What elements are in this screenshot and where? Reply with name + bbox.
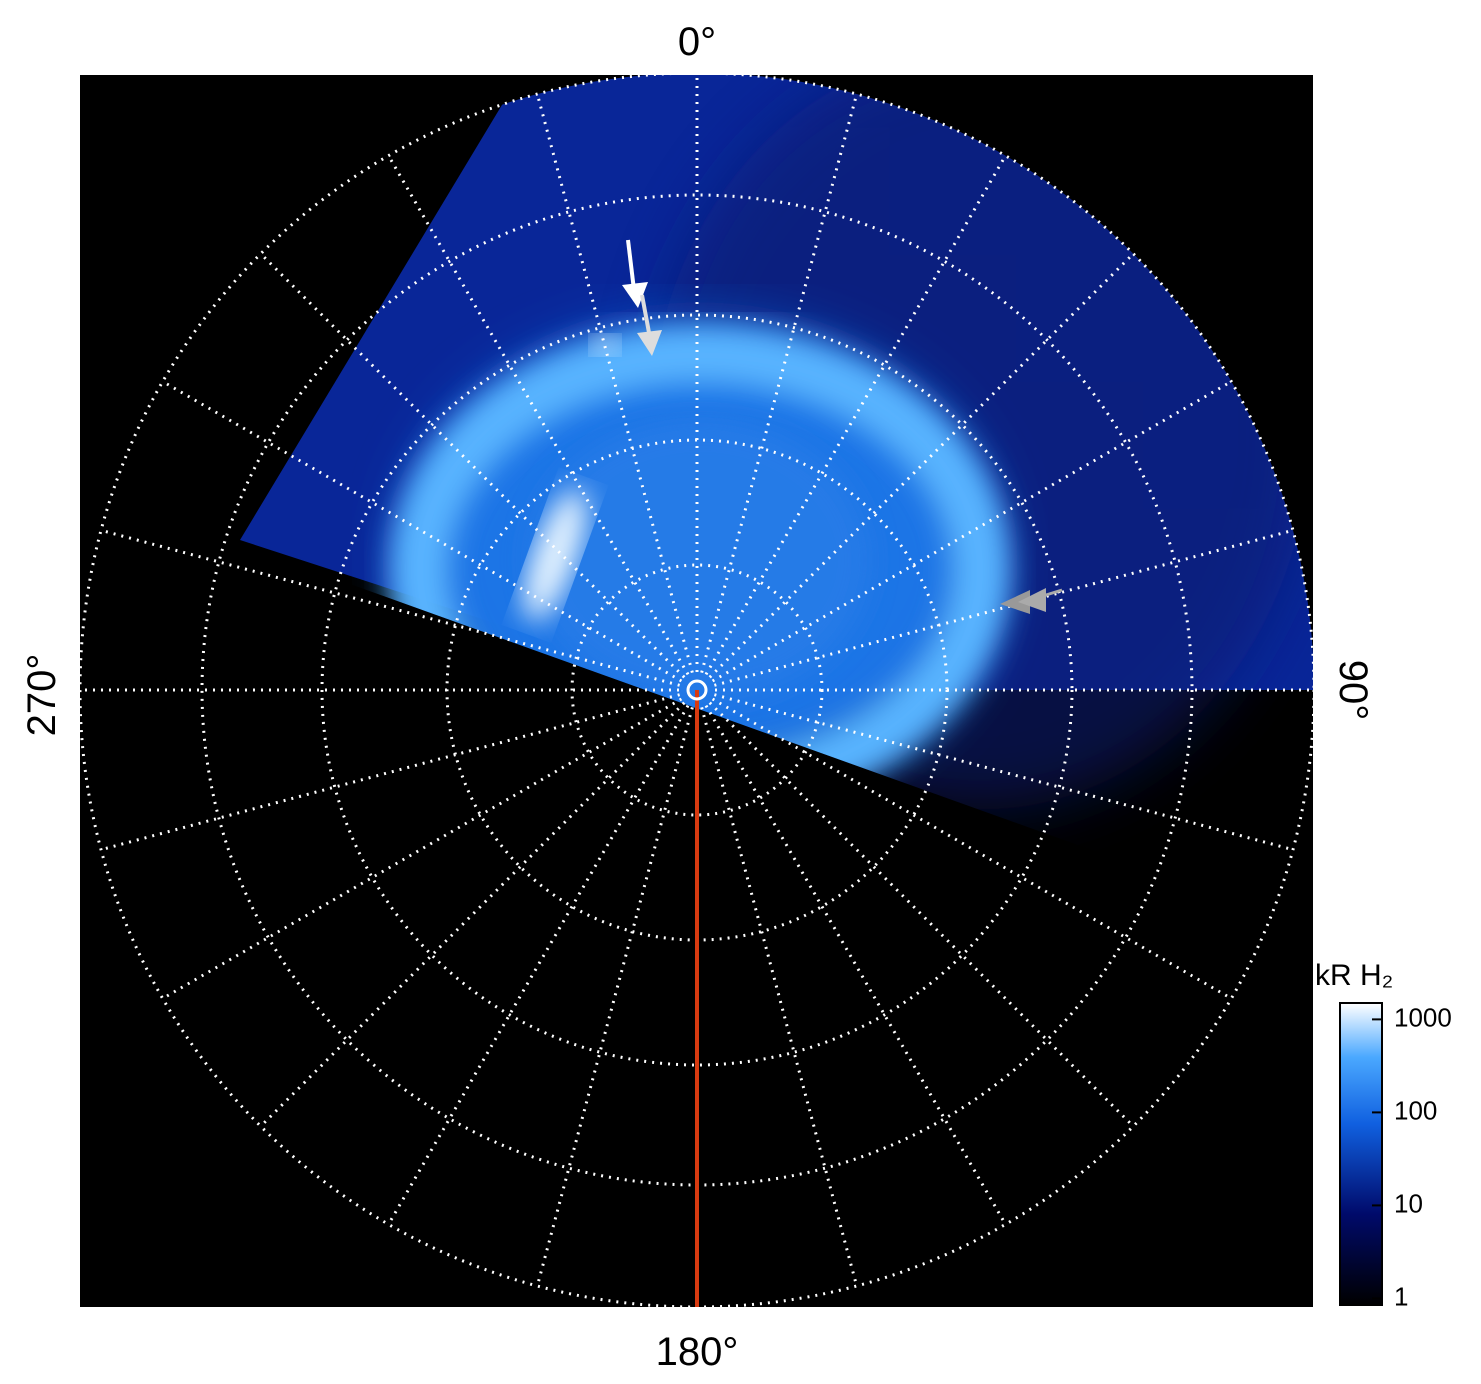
colorbar-tick-label: 1000 <box>1394 1002 1452 1032</box>
colorbar-axis: 1 10 100 1000 <box>1372 1002 1452 1311</box>
pole-marker <box>686 679 708 701</box>
colorbar <box>1339 1002 1383 1306</box>
angle-label-right: 90° <box>1331 660 1375 721</box>
angle-label-bottom: 180° <box>656 1330 739 1374</box>
arrow-gray <box>1000 588 1063 614</box>
angle-label-top: 0° <box>678 20 716 64</box>
colorbar-title: kR H₂ <box>1315 959 1393 992</box>
colorbar-tick-label: 1 <box>1394 1281 1408 1311</box>
colorbar-tick-label: 100 <box>1394 1095 1437 1125</box>
grid-circle <box>320 313 1074 1067</box>
colorbar-tick-label: 10 <box>1394 1188 1423 1218</box>
grid-circle <box>570 563 824 817</box>
arrow-white <box>622 239 662 356</box>
angle-label-left: 270° <box>20 654 64 737</box>
image <box>80 75 1313 1307</box>
